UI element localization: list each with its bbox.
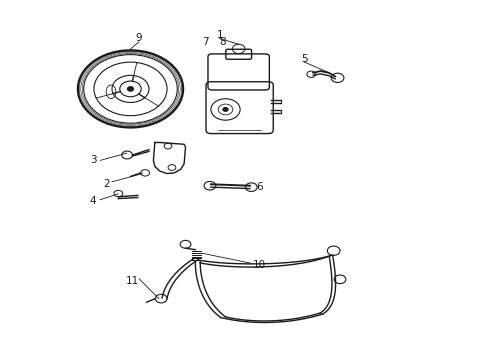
Circle shape — [223, 108, 228, 111]
Text: 9: 9 — [135, 33, 142, 43]
Text: 11: 11 — [125, 276, 139, 286]
Text: 1: 1 — [217, 30, 223, 40]
Text: 4: 4 — [90, 197, 97, 206]
Text: 5: 5 — [301, 54, 308, 64]
Text: 6: 6 — [256, 182, 263, 192]
Text: 7: 7 — [202, 37, 208, 48]
Text: 8: 8 — [219, 37, 225, 48]
Circle shape — [127, 87, 133, 91]
Text: 10: 10 — [253, 260, 266, 270]
Text: 3: 3 — [90, 156, 97, 165]
Text: 2: 2 — [103, 179, 109, 189]
